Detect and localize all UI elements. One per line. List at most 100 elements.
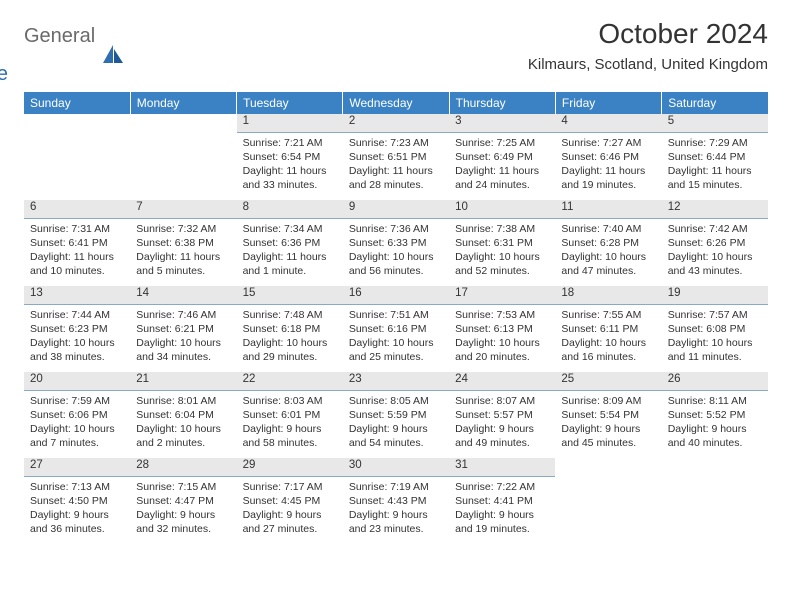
daylight-line: Daylight: 10 hours and 2 minutes.	[136, 422, 230, 450]
daylight-line: Daylight: 10 hours and 11 minutes.	[668, 336, 762, 364]
daylight-line: Daylight: 10 hours and 52 minutes.	[455, 250, 549, 278]
day-number-cell: 10	[449, 200, 555, 218]
daylight-line: Daylight: 10 hours and 29 minutes.	[243, 336, 337, 364]
day-number-cell: 30	[343, 458, 449, 476]
sunset-line: Sunset: 4:41 PM	[455, 494, 549, 508]
day-content-cell: Sunrise: 7:15 AMSunset: 4:47 PMDaylight:…	[130, 476, 236, 544]
sunset-line: Sunset: 6:21 PM	[136, 322, 230, 336]
day-content-cell: Sunrise: 7:27 AMSunset: 6:46 PMDaylight:…	[555, 132, 661, 200]
sunrise-line: Sunrise: 7:59 AM	[30, 394, 124, 408]
sunset-line: Sunset: 6:51 PM	[349, 150, 443, 164]
day-content-cell: Sunrise: 8:03 AMSunset: 6:01 PMDaylight:…	[237, 390, 343, 458]
sunrise-line: Sunrise: 7:53 AM	[455, 308, 549, 322]
sunrise-line: Sunrise: 7:40 AM	[561, 222, 655, 236]
sunrise-line: Sunrise: 8:01 AM	[136, 394, 230, 408]
daylight-line: Daylight: 11 hours and 33 minutes.	[243, 164, 337, 192]
day-number-row: 6789101112	[24, 200, 768, 218]
day-number-cell: 3	[449, 114, 555, 132]
sunrise-line: Sunrise: 7:42 AM	[668, 222, 762, 236]
day-content-cell	[555, 476, 661, 544]
weekday-header: Monday	[130, 92, 236, 114]
daylight-line: Daylight: 9 hours and 49 minutes.	[455, 422, 549, 450]
daylight-line: Daylight: 10 hours and 43 minutes.	[668, 250, 762, 278]
day-number-cell: 12	[662, 200, 768, 218]
logo: General Blue	[24, 26, 125, 84]
sunrise-line: Sunrise: 8:07 AM	[455, 394, 549, 408]
sunset-line: Sunset: 6:33 PM	[349, 236, 443, 250]
daylight-line: Daylight: 11 hours and 1 minute.	[243, 250, 337, 278]
day-number-cell	[24, 114, 130, 132]
day-content-cell: Sunrise: 7:55 AMSunset: 6:11 PMDaylight:…	[555, 304, 661, 372]
sunset-line: Sunset: 6:49 PM	[455, 150, 549, 164]
day-content-cell: Sunrise: 7:22 AMSunset: 4:41 PMDaylight:…	[449, 476, 555, 544]
day-content-row: Sunrise: 7:31 AMSunset: 6:41 PMDaylight:…	[24, 218, 768, 286]
day-number-cell: 11	[555, 200, 661, 218]
day-number-cell: 4	[555, 114, 661, 132]
sunset-line: Sunset: 6:28 PM	[561, 236, 655, 250]
day-number-cell: 25	[555, 372, 661, 390]
sunset-line: Sunset: 6:31 PM	[455, 236, 549, 250]
weekday-header: Wednesday	[343, 92, 449, 114]
daylight-line: Daylight: 9 hours and 54 minutes.	[349, 422, 443, 450]
sunrise-line: Sunrise: 7:19 AM	[349, 480, 443, 494]
sunrise-line: Sunrise: 7:38 AM	[455, 222, 549, 236]
day-content-cell: Sunrise: 7:42 AMSunset: 6:26 PMDaylight:…	[662, 218, 768, 286]
daylight-line: Daylight: 9 hours and 58 minutes.	[243, 422, 337, 450]
sunrise-line: Sunrise: 7:23 AM	[349, 136, 443, 150]
day-number-cell: 5	[662, 114, 768, 132]
day-content-cell	[662, 476, 768, 544]
daylight-line: Daylight: 9 hours and 36 minutes.	[30, 508, 124, 536]
day-content-cell: Sunrise: 7:48 AMSunset: 6:18 PMDaylight:…	[237, 304, 343, 372]
sunrise-line: Sunrise: 7:32 AM	[136, 222, 230, 236]
sunrise-line: Sunrise: 7:13 AM	[30, 480, 124, 494]
sunrise-line: Sunrise: 7:25 AM	[455, 136, 549, 150]
day-number-cell: 7	[130, 200, 236, 218]
sunset-line: Sunset: 6:08 PM	[668, 322, 762, 336]
sunset-line: Sunset: 6:11 PM	[561, 322, 655, 336]
day-number-row: 13141516171819	[24, 286, 768, 304]
day-content-row: Sunrise: 7:59 AMSunset: 6:06 PMDaylight:…	[24, 390, 768, 458]
sunset-line: Sunset: 6:04 PM	[136, 408, 230, 422]
sunrise-line: Sunrise: 7:27 AM	[561, 136, 655, 150]
weekday-header: Friday	[555, 92, 661, 114]
day-content-cell: Sunrise: 7:13 AMSunset: 4:50 PMDaylight:…	[24, 476, 130, 544]
sunrise-line: Sunrise: 7:55 AM	[561, 308, 655, 322]
daylight-line: Daylight: 10 hours and 38 minutes.	[30, 336, 124, 364]
sunset-line: Sunset: 6:36 PM	[243, 236, 337, 250]
sunset-line: Sunset: 6:16 PM	[349, 322, 443, 336]
day-number-row: 2728293031	[24, 458, 768, 476]
daylight-line: Daylight: 9 hours and 45 minutes.	[561, 422, 655, 450]
day-content-cell: Sunrise: 8:07 AMSunset: 5:57 PMDaylight:…	[449, 390, 555, 458]
daylight-line: Daylight: 11 hours and 10 minutes.	[30, 250, 124, 278]
day-content-cell: Sunrise: 7:57 AMSunset: 6:08 PMDaylight:…	[662, 304, 768, 372]
sunset-line: Sunset: 4:50 PM	[30, 494, 124, 508]
day-content-cell: Sunrise: 7:34 AMSunset: 6:36 PMDaylight:…	[237, 218, 343, 286]
day-number-cell: 26	[662, 372, 768, 390]
day-content-row: Sunrise: 7:13 AMSunset: 4:50 PMDaylight:…	[24, 476, 768, 544]
weekday-header-row: SundayMondayTuesdayWednesdayThursdayFrid…	[24, 92, 768, 114]
sunrise-line: Sunrise: 7:21 AM	[243, 136, 337, 150]
sunset-line: Sunset: 6:06 PM	[30, 408, 124, 422]
sunset-line: Sunset: 5:52 PM	[668, 408, 762, 422]
day-content-cell: Sunrise: 7:36 AMSunset: 6:33 PMDaylight:…	[343, 218, 449, 286]
day-number-cell	[555, 458, 661, 476]
day-content-cell: Sunrise: 7:59 AMSunset: 6:06 PMDaylight:…	[24, 390, 130, 458]
day-content-cell: Sunrise: 7:44 AMSunset: 6:23 PMDaylight:…	[24, 304, 130, 372]
day-number-row: 20212223242526	[24, 372, 768, 390]
daylight-line: Daylight: 10 hours and 7 minutes.	[30, 422, 124, 450]
calendar-table: SundayMondayTuesdayWednesdayThursdayFrid…	[24, 92, 768, 544]
daylight-line: Daylight: 10 hours and 56 minutes.	[349, 250, 443, 278]
sunrise-line: Sunrise: 7:34 AM	[243, 222, 337, 236]
day-content-cell: Sunrise: 7:53 AMSunset: 6:13 PMDaylight:…	[449, 304, 555, 372]
day-number-cell: 16	[343, 286, 449, 304]
sunrise-line: Sunrise: 7:57 AM	[668, 308, 762, 322]
sunrise-line: Sunrise: 8:09 AM	[561, 394, 655, 408]
daylight-line: Daylight: 9 hours and 40 minutes.	[668, 422, 762, 450]
sunrise-line: Sunrise: 7:15 AM	[136, 480, 230, 494]
sunrise-line: Sunrise: 7:22 AM	[455, 480, 549, 494]
sunrise-line: Sunrise: 7:36 AM	[349, 222, 443, 236]
sunset-line: Sunset: 5:54 PM	[561, 408, 655, 422]
weekday-header: Thursday	[449, 92, 555, 114]
sunset-line: Sunset: 6:26 PM	[668, 236, 762, 250]
day-number-cell: 2	[343, 114, 449, 132]
